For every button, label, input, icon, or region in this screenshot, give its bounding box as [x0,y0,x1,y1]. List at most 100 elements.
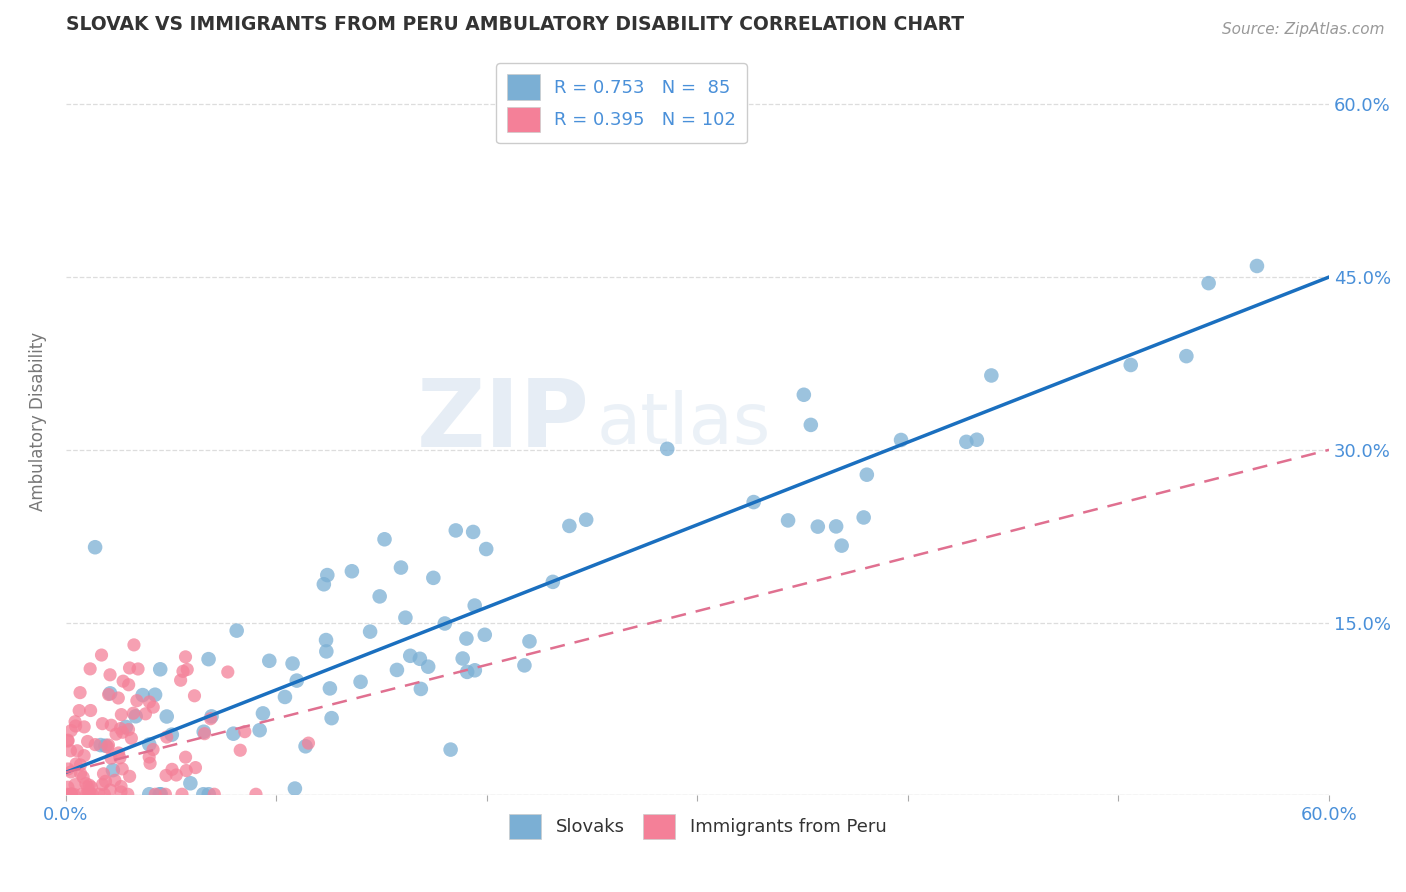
Point [444,524,467,538]
Point [93,787,115,801]
Point [183,689,205,703]
Point [56,762,79,776]
Point [94,739,117,753]
Point [59,764,82,779]
Point [385,663,408,677]
Point [966,433,988,447]
Point [77,778,100,792]
Point [115,720,138,734]
Point [138,787,160,801]
Point [60,787,83,801]
Point [84,738,107,752]
Point [77,787,100,801]
Point [285,673,308,688]
Point [56,733,79,747]
Point [67,704,90,718]
Point [69,766,91,780]
Point [474,628,496,642]
Point [800,417,823,432]
Point [217,665,239,679]
Point [433,616,456,631]
Point [399,648,422,663]
Point [475,542,498,557]
Point [79,704,101,718]
Point [110,707,132,722]
Point [955,434,977,449]
Point [76,780,98,795]
Point [359,624,381,639]
Point [259,654,281,668]
Point [274,690,297,704]
Point [60,787,83,801]
Point [155,768,177,782]
Point [1246,259,1268,273]
Point [284,781,307,796]
Point [657,442,679,456]
Point [184,761,207,775]
Point [464,599,486,613]
Point [249,723,271,738]
Point [87,787,110,801]
Point [558,519,581,533]
Point [91,777,114,791]
Point [131,688,153,702]
Point [233,724,256,739]
Point [84,540,107,554]
Point [98,686,121,700]
Point [142,700,165,714]
Point [149,662,172,676]
Point [793,388,815,402]
Point [143,688,166,702]
Point [294,739,316,754]
Point [97,688,120,702]
Point [418,659,440,673]
Point [229,743,252,757]
Point [108,751,131,765]
Point [76,734,98,748]
Point [252,706,274,721]
Point [101,763,124,777]
Point [456,665,478,679]
Point [105,727,128,741]
Point [172,665,194,679]
Point [1198,276,1220,290]
Point [1175,349,1198,363]
Point [197,787,219,801]
Point [778,513,800,527]
Point [60,723,83,738]
Point [97,739,120,754]
Point [856,467,879,482]
Point [340,564,363,578]
Point [82,787,104,801]
Point [193,727,215,741]
Point [80,780,103,795]
Point [98,783,121,797]
Point [93,766,115,780]
Point [193,787,215,801]
Point [394,610,416,624]
Point [368,590,391,604]
Point [56,780,79,795]
Point [75,776,97,790]
Point [807,519,830,533]
Point [120,731,142,746]
Point [297,736,319,750]
Point [62,787,84,801]
Point [125,709,148,723]
Point [281,657,304,671]
Point [69,685,91,699]
Point [138,695,160,709]
Point [149,787,172,801]
Point [118,678,141,692]
Point [107,690,129,705]
Point [118,769,141,783]
Point [155,787,177,801]
Point [200,709,222,723]
Point [56,734,79,748]
Point [122,638,145,652]
Point [117,723,139,737]
Point [110,785,132,799]
Point [222,727,245,741]
Text: ZIP: ZIP [418,375,591,467]
Text: atlas: atlas [596,391,770,459]
